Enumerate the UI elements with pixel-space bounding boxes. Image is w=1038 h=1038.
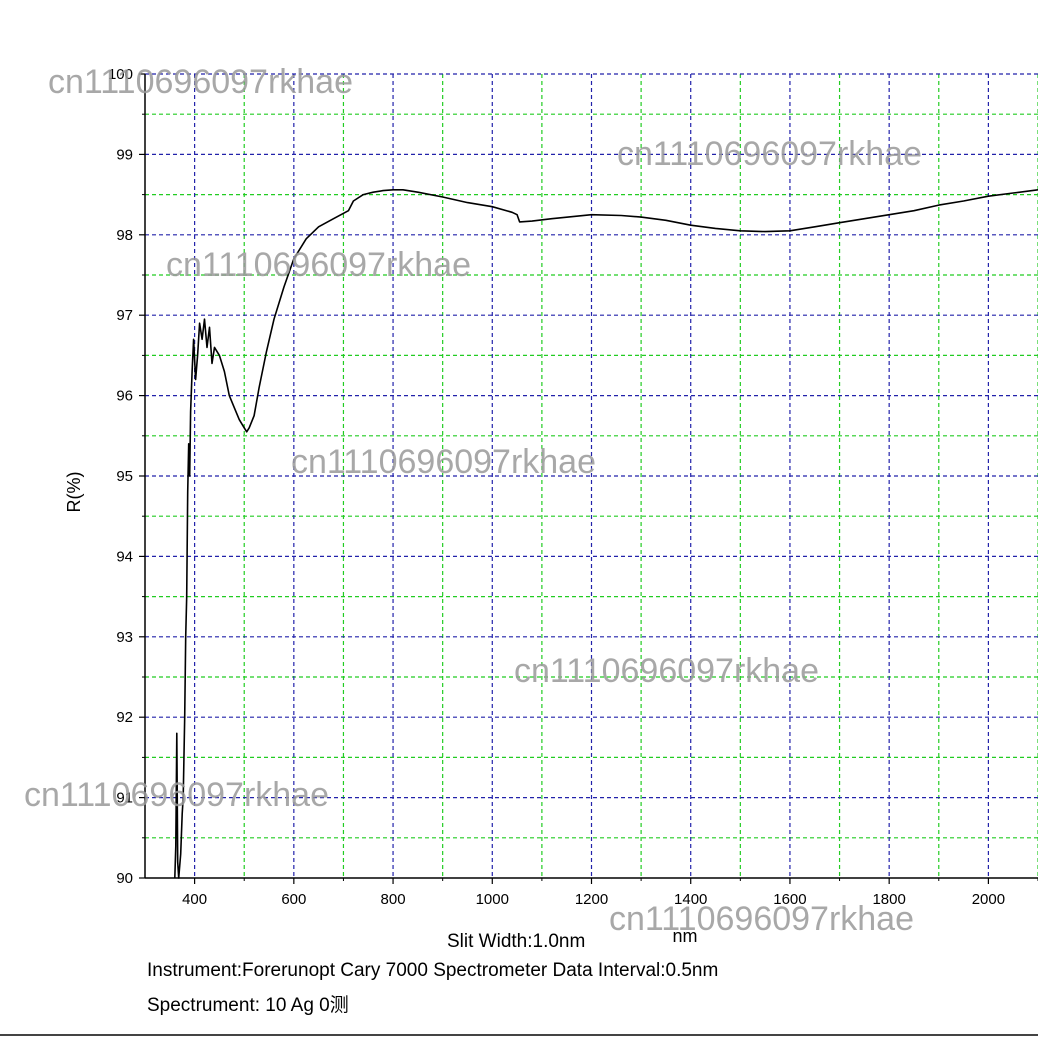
tick-marks <box>139 73 1038 884</box>
slit-width-label: Slit Width:1.0nm <box>447 931 586 952</box>
watermark-text: cn1110696097rkhae <box>24 776 329 814</box>
x-tick-label: 1000 <box>476 891 509 908</box>
y-tick-label: 95 <box>116 468 133 485</box>
watermark-text: cn1110696097rkhae <box>48 63 353 101</box>
instrument-label: Instrument:Forerunopt Cary 7000 Spectrom… <box>147 960 719 981</box>
x-tick-label: 800 <box>381 891 406 908</box>
major-grid <box>145 73 1038 878</box>
y-tick-label: 91 <box>116 790 133 807</box>
x-axis-title: nm <box>672 926 697 946</box>
x-tick-label: 400 <box>182 891 207 908</box>
y-tick-label: 93 <box>116 629 133 646</box>
x-tick-label: 600 <box>281 891 306 908</box>
x-tick-label: 1600 <box>773 891 806 908</box>
bottom-divider <box>0 1034 1038 1036</box>
watermark-text: cn1110696097rkhae <box>609 900 914 938</box>
watermark-text: cn1110696097rkhae <box>514 652 819 690</box>
y-tick-label: 90 <box>116 870 133 887</box>
y-tick-label: 96 <box>116 388 133 405</box>
y-tick-label: 99 <box>116 146 133 163</box>
watermark-text: cn1110696097rkhae <box>291 443 596 481</box>
y-tick-label: 97 <box>116 307 133 324</box>
y-tick-labels: 90 91 92 93 94 95 96 97 98 99 100 <box>108 66 133 887</box>
y-axis-title: R(%) <box>64 472 84 513</box>
x-tick-label: 2000 <box>972 891 1005 908</box>
x-tick-label: 1400 <box>674 891 707 908</box>
x-tick-labels: 400 600 800 1000 1200 1400 1600 1800 2000 <box>182 891 1005 908</box>
y-tick-label: 92 <box>116 709 133 726</box>
watermark-text: cn1110696097rkhae <box>617 135 922 173</box>
y-tick-label: 100 <box>108 66 133 83</box>
spectrument-label: Spectrument: 10 Ag 0测 <box>147 995 349 1016</box>
reflectance-series-line <box>174 189 1038 879</box>
watermarks: cn1110696097rkhae cn1110696097rkhae cn11… <box>24 63 922 938</box>
watermark-text: cn1110696097rkhae <box>166 246 471 284</box>
y-tick-label: 94 <box>116 548 133 565</box>
x-tick-label: 1800 <box>872 891 905 908</box>
x-tick-label: 1200 <box>575 891 608 908</box>
y-tick-label: 98 <box>116 227 133 244</box>
